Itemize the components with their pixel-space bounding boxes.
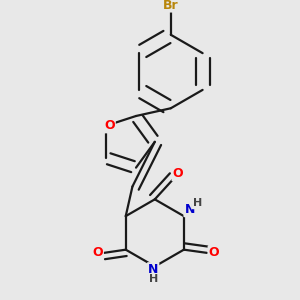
- Text: O: O: [92, 246, 103, 260]
- Text: O: O: [208, 246, 219, 260]
- Text: H: H: [148, 274, 158, 284]
- Text: Br: Br: [163, 0, 178, 12]
- Text: N: N: [148, 263, 158, 276]
- Text: O: O: [104, 119, 115, 132]
- Text: N: N: [184, 203, 195, 216]
- Text: H: H: [193, 198, 202, 208]
- Text: O: O: [172, 167, 183, 180]
